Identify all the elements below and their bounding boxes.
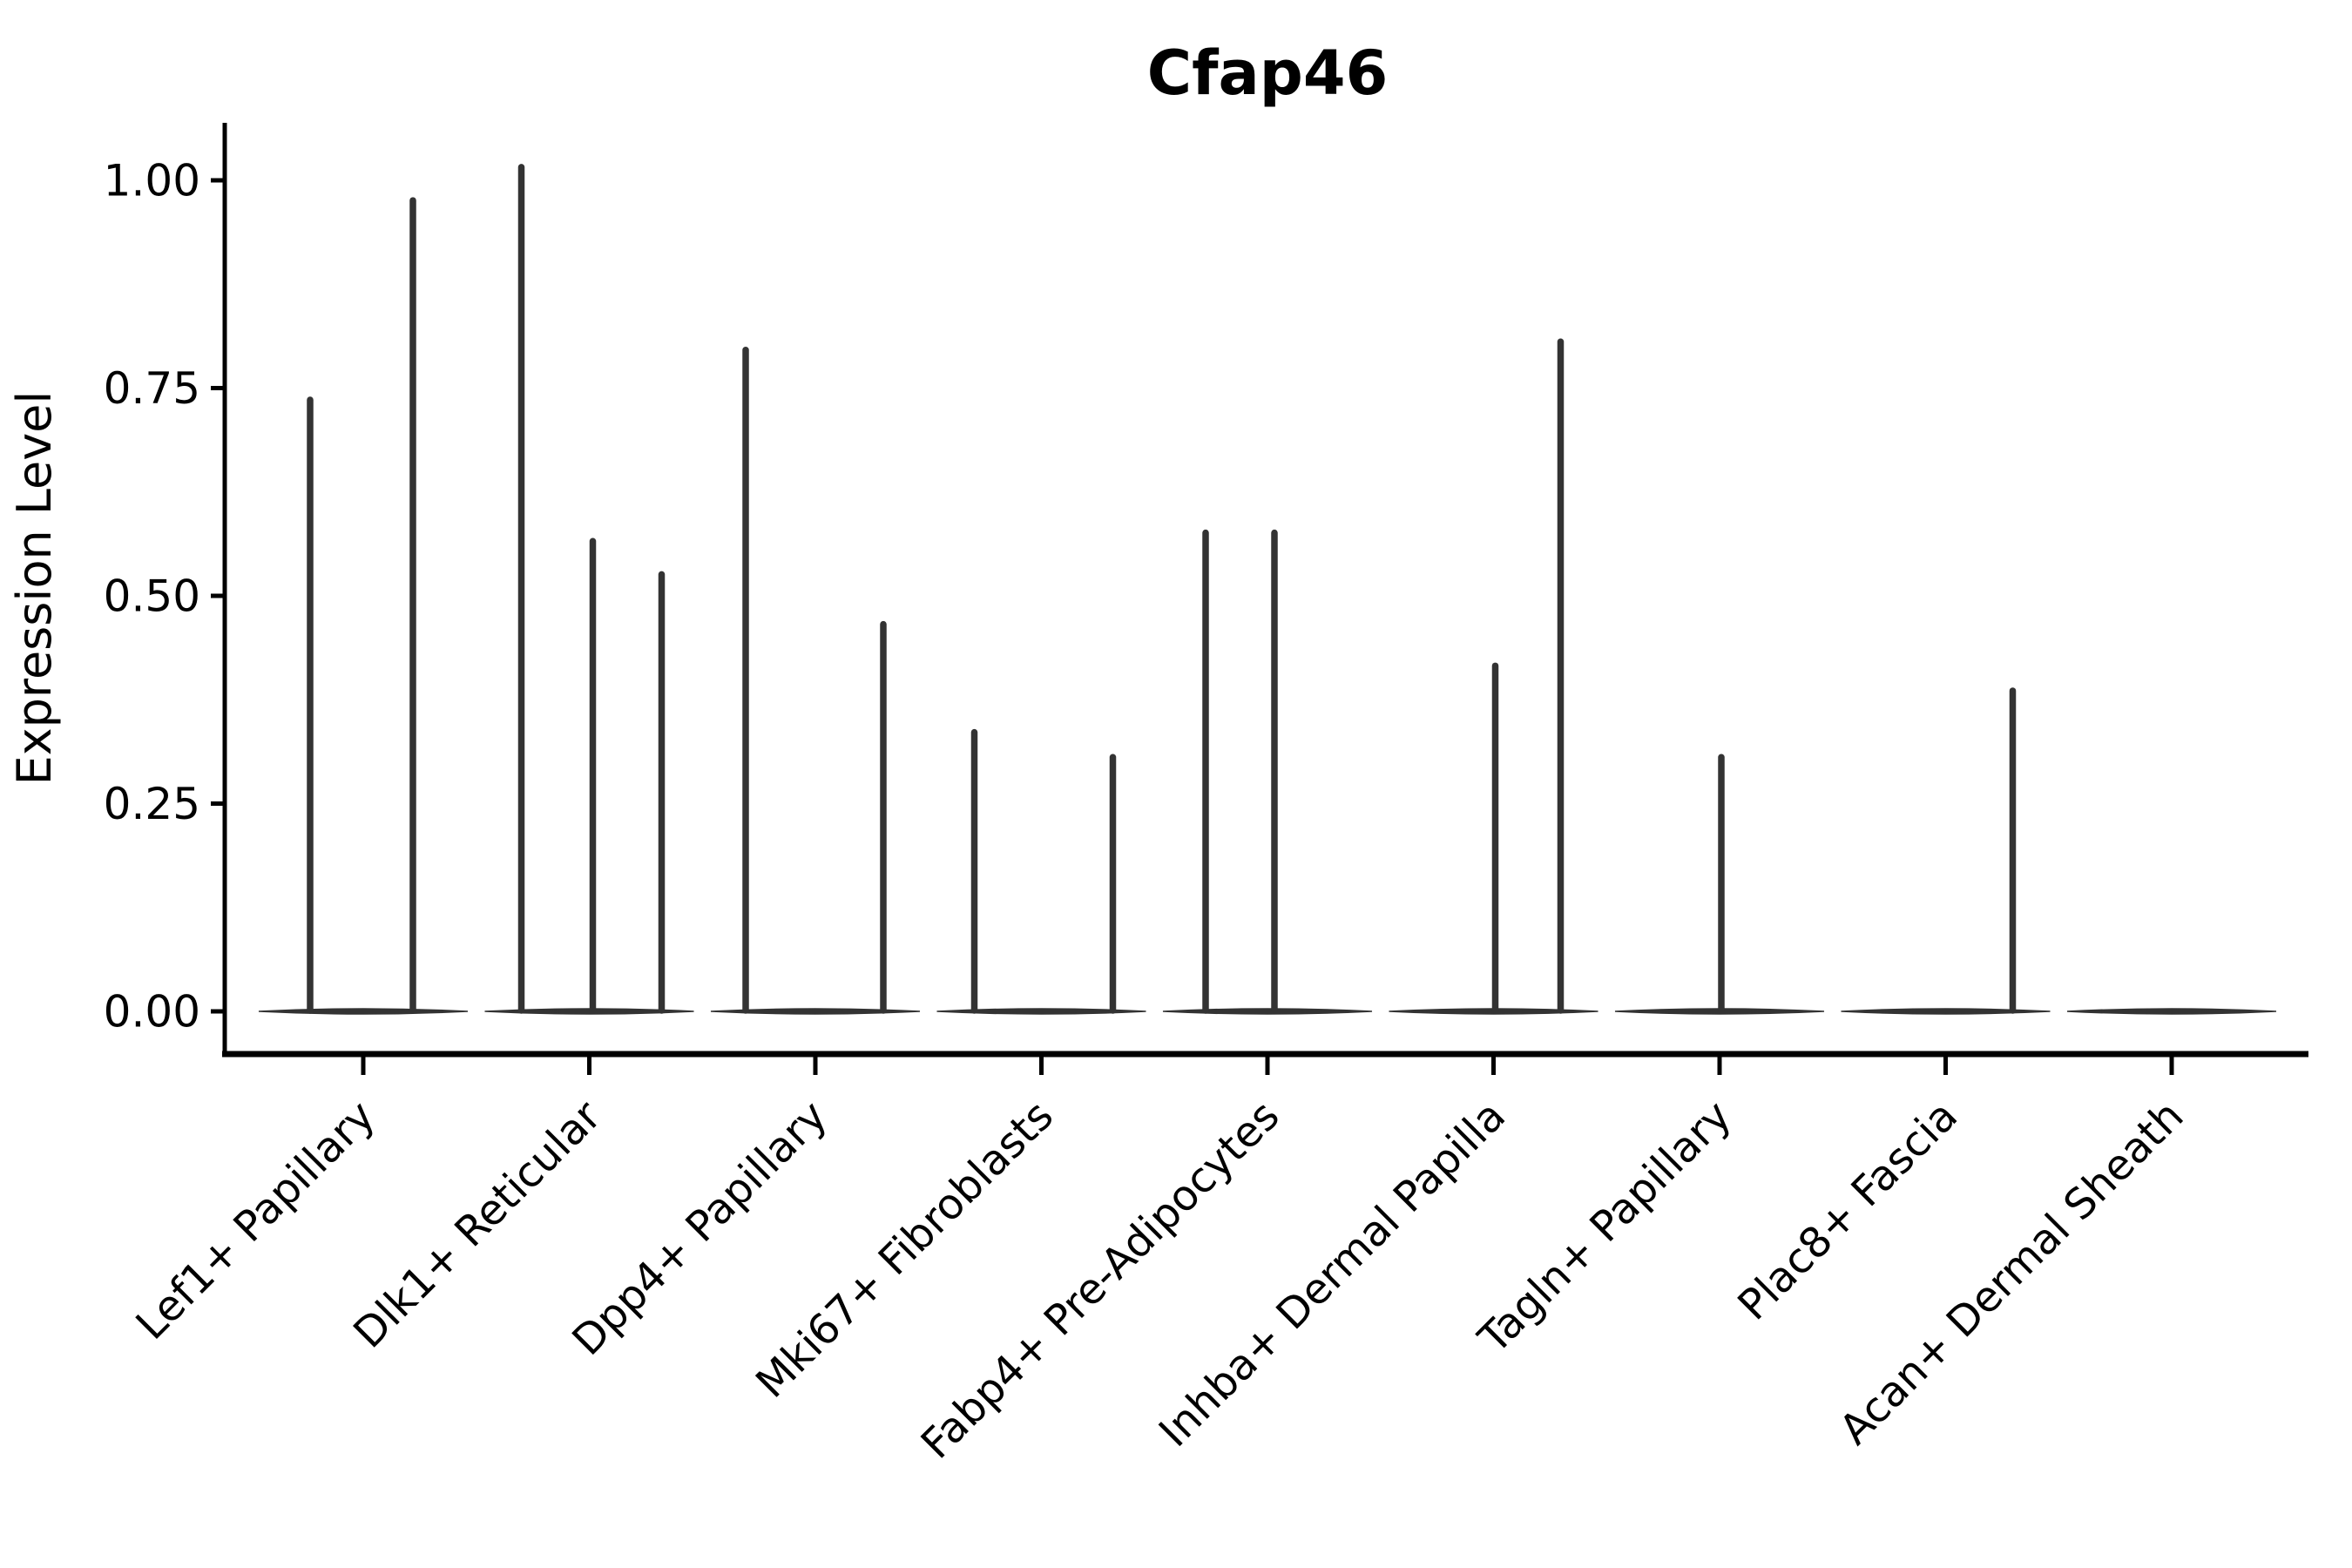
y-tick-label: 0.50 [104, 571, 200, 622]
x-tick-label: Tagln+ Papillary [1469, 1092, 1740, 1363]
chart-title: Cfap46 [1147, 37, 1389, 109]
violin-base [1162, 1008, 1373, 1015]
violin-base [484, 1008, 694, 1015]
y-axis-title: Expression Level [7, 391, 62, 786]
violin-layer [258, 164, 2277, 1015]
x-tick-label: Dlk1+ Reticular [344, 1092, 611, 1358]
y-tick-label: 0.75 [104, 363, 200, 414]
y-tick-label: 0.00 [104, 987, 200, 1037]
x-tick-label: Plac8+ Fascia [1728, 1092, 1967, 1330]
violin-base [258, 1008, 469, 1015]
violin-base [936, 1008, 1146, 1015]
y-tick-label: 1.00 [104, 156, 200, 206]
y-tick-label: 0.25 [104, 779, 200, 829]
x-tick-label: Lef1+ Papillary [127, 1092, 385, 1349]
x-tick-label: Fabp4+ Pre-Adipocytes [912, 1092, 1289, 1469]
violin-base [2066, 1008, 2277, 1015]
violin-base [710, 1008, 921, 1015]
violin-base [1841, 1008, 2051, 1015]
